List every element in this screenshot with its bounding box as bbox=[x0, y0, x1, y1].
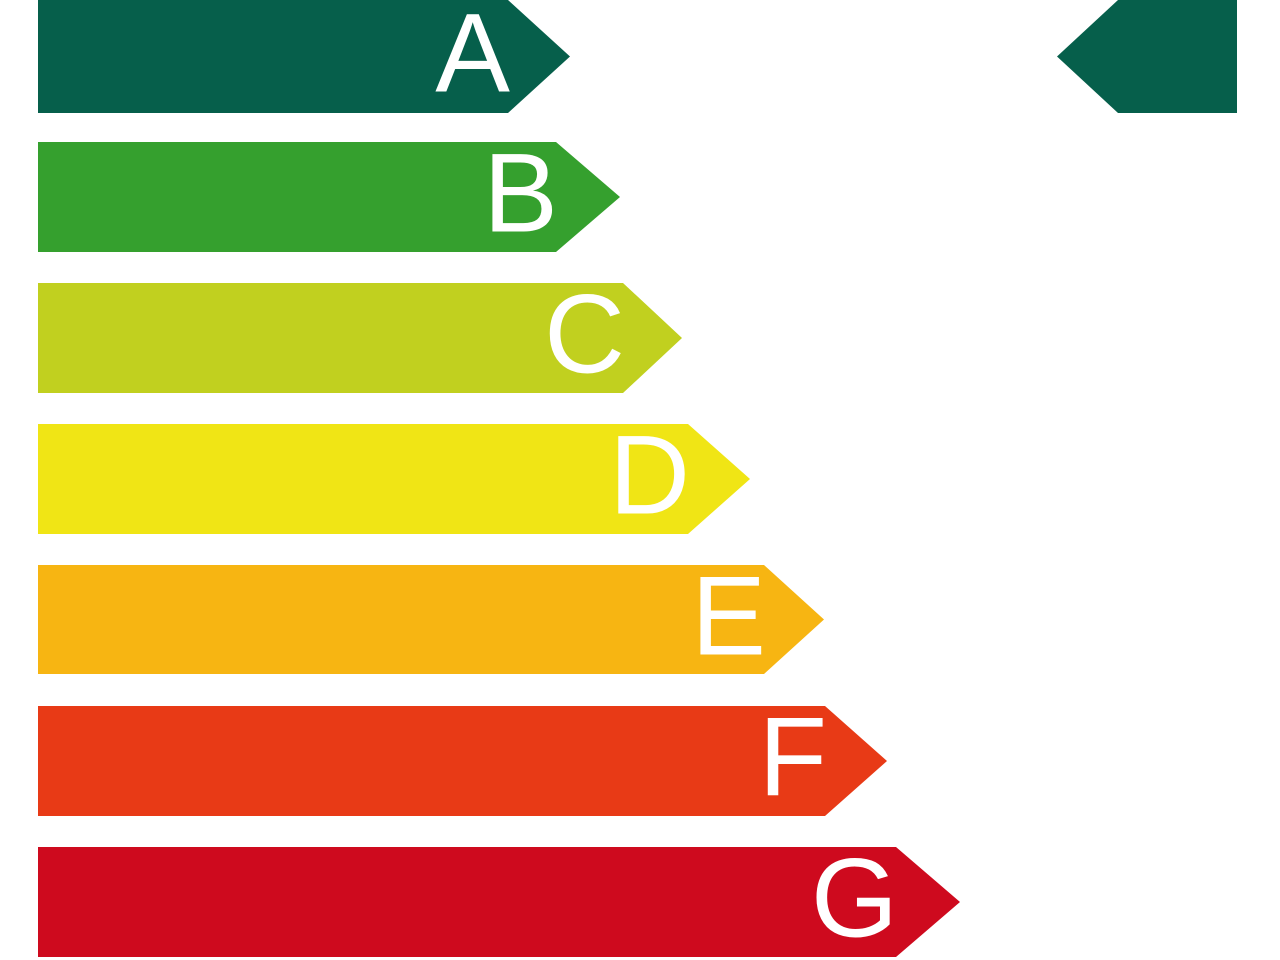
rating-bar-c: C bbox=[38, 283, 682, 393]
rating-bar-e: E bbox=[38, 565, 824, 674]
rating-letter-b: B bbox=[483, 130, 558, 256]
rating-letter-g: G bbox=[810, 835, 898, 960]
rating-letter-f: F bbox=[758, 694, 827, 820]
rating-bar-g: G bbox=[38, 847, 960, 957]
rating-bar-b: B bbox=[38, 142, 620, 252]
rating-letter-e: E bbox=[691, 553, 766, 679]
rating-letter-a: A bbox=[435, 0, 510, 116]
rating-indicator-arrow bbox=[1057, 0, 1237, 113]
rating-letter-d: D bbox=[609, 412, 690, 538]
rating-letter-c: C bbox=[544, 271, 625, 397]
rating-bar-d: D bbox=[38, 424, 750, 534]
rating-bar-a: A bbox=[38, 0, 570, 113]
rating-bar-f: F bbox=[38, 706, 887, 816]
